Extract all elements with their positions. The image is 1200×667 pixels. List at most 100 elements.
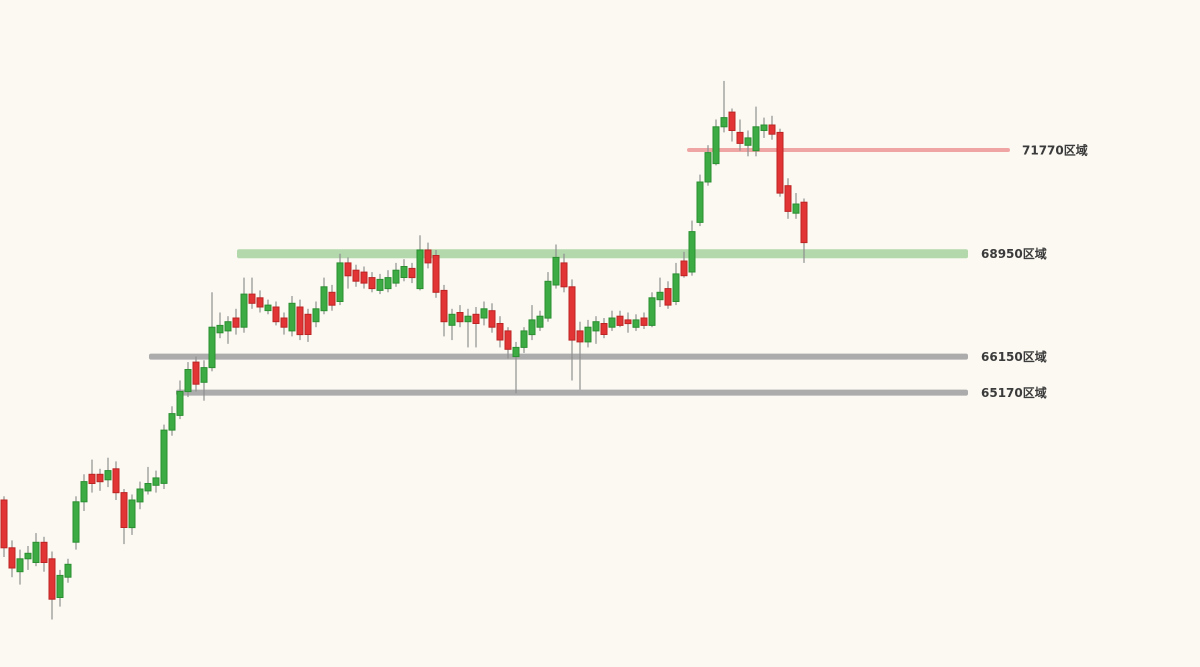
candle — [440, 284, 448, 337]
candle — [656, 277, 664, 307]
candle-body-down — [272, 306, 280, 323]
candle-body-up — [312, 308, 320, 323]
candle — [200, 360, 208, 401]
candle-body-up — [760, 124, 768, 131]
candle-body-up — [536, 315, 544, 328]
candle-body-up — [704, 152, 712, 183]
candle — [248, 277, 256, 309]
candle-body-up — [656, 291, 664, 301]
candle — [208, 292, 216, 372]
candle — [472, 307, 480, 348]
zone-line-66150 — [149, 353, 968, 360]
candle — [776, 128, 784, 197]
candle-body-up — [384, 277, 392, 290]
candle — [664, 281, 672, 309]
candle — [152, 470, 160, 493]
candle — [168, 406, 176, 436]
candle-body-up — [288, 302, 296, 332]
candle-body-up — [544, 280, 552, 319]
candle — [0, 496, 8, 557]
candle — [216, 312, 224, 339]
candle-body-down — [88, 473, 96, 484]
candle — [456, 305, 464, 328]
candle — [72, 496, 80, 550]
candle-body-down — [424, 249, 432, 264]
candle-body-down — [280, 317, 288, 328]
candle-body-down — [576, 330, 584, 343]
candle — [64, 558, 72, 583]
candle — [640, 312, 648, 329]
candle — [728, 108, 736, 142]
candle-body-up — [648, 297, 656, 326]
candle-body-down — [568, 286, 576, 341]
candle — [752, 106, 760, 157]
candle — [512, 341, 520, 394]
candle — [496, 316, 504, 348]
candle-body-up — [160, 429, 168, 484]
candle — [144, 466, 152, 495]
candle — [320, 277, 328, 315]
candle-body-up — [336, 262, 344, 302]
candle — [312, 301, 320, 328]
candle — [128, 494, 136, 535]
candle — [568, 279, 576, 381]
candle — [328, 284, 336, 311]
candle-body-up — [240, 293, 248, 328]
zone-line-65170 — [176, 389, 968, 396]
candle-body-up — [216, 324, 224, 334]
candle-body-up — [480, 308, 488, 319]
candle-body-down — [800, 201, 808, 244]
candle — [616, 310, 624, 328]
candle-body-up — [448, 313, 456, 326]
candle-body-down — [48, 558, 56, 600]
candle — [432, 250, 440, 298]
candle — [712, 119, 720, 166]
candle — [592, 316, 600, 344]
candle-body-down — [784, 185, 792, 212]
candle — [96, 468, 104, 491]
candle-body-down — [488, 310, 496, 328]
candle — [384, 270, 392, 293]
candle-body-up — [512, 346, 520, 358]
candle — [736, 119, 744, 151]
candle — [520, 327, 528, 353]
candle — [768, 115, 776, 140]
candle — [288, 296, 296, 337]
candle-body-up — [24, 552, 32, 560]
candle — [16, 549, 24, 585]
candle-body-down — [624, 319, 632, 325]
candle-body-down — [600, 323, 608, 335]
candle — [192, 356, 200, 392]
candle — [176, 380, 184, 420]
candle — [352, 264, 360, 287]
candle-body-down — [120, 492, 128, 529]
candle-body-up — [16, 558, 24, 573]
candle-body-down — [768, 124, 776, 135]
candle — [488, 303, 496, 333]
candle-body-down — [736, 131, 744, 144]
candle-body-down — [192, 361, 200, 385]
candle — [376, 273, 384, 295]
candle — [184, 362, 192, 398]
candle — [32, 533, 40, 567]
zone-label-66150: 66150区域 — [981, 349, 1047, 364]
candle-body-up — [752, 126, 760, 152]
candle-body-up — [184, 369, 192, 393]
zone-line-71770 — [687, 148, 1010, 152]
candle — [560, 253, 568, 293]
candle-body-up — [80, 481, 88, 503]
candle — [8, 540, 16, 578]
candle — [552, 244, 560, 289]
candle-body-up — [176, 391, 184, 416]
candle — [368, 272, 376, 293]
candle-body-up — [320, 286, 328, 312]
candle — [224, 316, 232, 344]
candle-body-up — [64, 563, 72, 578]
candle — [680, 251, 688, 278]
candle-body-down — [616, 315, 624, 326]
candle — [240, 277, 248, 333]
candle-body-down — [368, 277, 376, 290]
candle-body-up — [712, 126, 720, 165]
candle — [688, 220, 696, 276]
